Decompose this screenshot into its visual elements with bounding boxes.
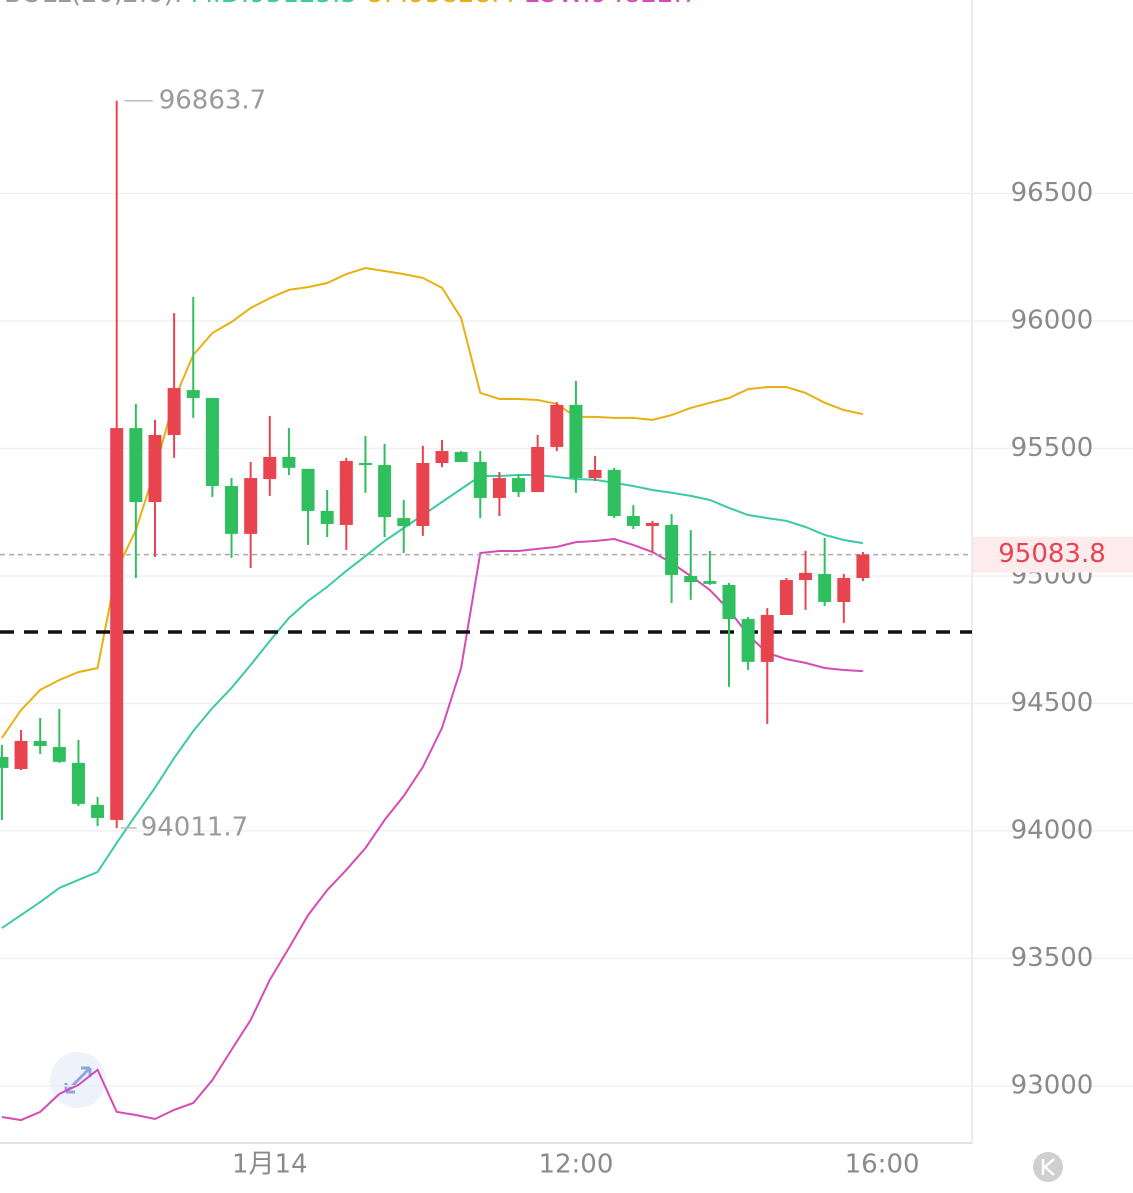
expand-button[interactable] xyxy=(50,1052,106,1108)
candle-body xyxy=(722,584,736,620)
k-button[interactable] xyxy=(1033,1152,1063,1182)
candle-body xyxy=(110,428,124,820)
candle-body xyxy=(435,451,449,464)
candle-body xyxy=(741,619,755,662)
last-price-label: 95083.8 xyxy=(998,539,1106,569)
candle-body xyxy=(779,580,793,615)
candle-body xyxy=(645,522,659,526)
candle-body xyxy=(512,478,526,493)
candle-body xyxy=(492,478,506,498)
candle-body xyxy=(339,460,353,525)
candle-body xyxy=(320,510,334,524)
candle-body xyxy=(358,463,372,466)
candle-body xyxy=(531,446,545,493)
y-tick-label: 94500 xyxy=(1011,688,1094,718)
candle-body xyxy=(244,478,258,534)
candle-body xyxy=(71,762,85,804)
y-tick-label: 94000 xyxy=(1011,815,1094,845)
candle-body xyxy=(473,461,487,498)
k-button-bg xyxy=(1033,1152,1063,1182)
expand-icon xyxy=(64,1066,92,1094)
candle-body xyxy=(129,428,143,503)
candle-body xyxy=(148,434,162,503)
candle-body xyxy=(703,581,717,584)
candle-body xyxy=(569,404,583,479)
candle-body xyxy=(167,388,181,435)
candle-body xyxy=(205,397,219,486)
candle-body xyxy=(684,575,698,583)
candle-body xyxy=(588,469,602,479)
candle-body xyxy=(33,740,47,747)
indicator-text: UP:95828.4 xyxy=(365,0,516,9)
candle-body xyxy=(378,465,392,518)
y-tick-label: 93000 xyxy=(1011,1070,1094,1100)
last-price-box xyxy=(973,536,1133,573)
x-tick-label: 12:00 xyxy=(538,1150,613,1180)
candle-body xyxy=(550,404,564,447)
x-tick-label: 16:00 xyxy=(845,1150,920,1180)
k-icon xyxy=(1041,1158,1055,1176)
candle-body xyxy=(52,747,66,762)
candle-body xyxy=(263,456,277,480)
low-label: 94011.7 xyxy=(141,812,249,842)
candle-body xyxy=(665,524,679,575)
boll-line xyxy=(1,266,864,739)
candle-body xyxy=(856,554,870,579)
boll-line xyxy=(1,537,863,1122)
indicator-text: MID:95125.3 xyxy=(191,0,357,9)
x-tick-label: 1月14 xyxy=(232,1150,308,1180)
candle-body xyxy=(799,572,813,581)
y-tick-label: 96000 xyxy=(1011,305,1094,335)
candle-body xyxy=(225,485,239,534)
candle-body xyxy=(837,578,851,602)
candle-body xyxy=(818,573,832,602)
y-tick-label: 93500 xyxy=(1011,943,1094,973)
indicator-text: BOLL(20,2.0): xyxy=(4,0,183,9)
candle-body xyxy=(416,463,430,526)
indicator-text: LOW:94822.7 xyxy=(524,0,698,9)
high-label: 96863.7 xyxy=(159,85,267,115)
candle-body xyxy=(301,468,315,511)
boll-line xyxy=(1,474,864,929)
candle-body xyxy=(91,804,105,818)
candle-body xyxy=(454,452,468,462)
y-tick-label: 95500 xyxy=(1011,433,1094,463)
y-tick-label: 96500 xyxy=(1011,178,1094,208)
candle-body xyxy=(626,516,640,526)
candle-body xyxy=(0,756,9,768)
candle-body xyxy=(397,518,411,526)
indicator-header: BOLL(20,2.0): MID:95125.3 UP:95828.4 LOW:94… xyxy=(4,0,698,9)
candle-body xyxy=(282,456,296,468)
candle-body xyxy=(607,469,621,517)
candle-body xyxy=(14,740,28,769)
candle-body xyxy=(760,614,774,662)
candle-body xyxy=(186,390,200,398)
